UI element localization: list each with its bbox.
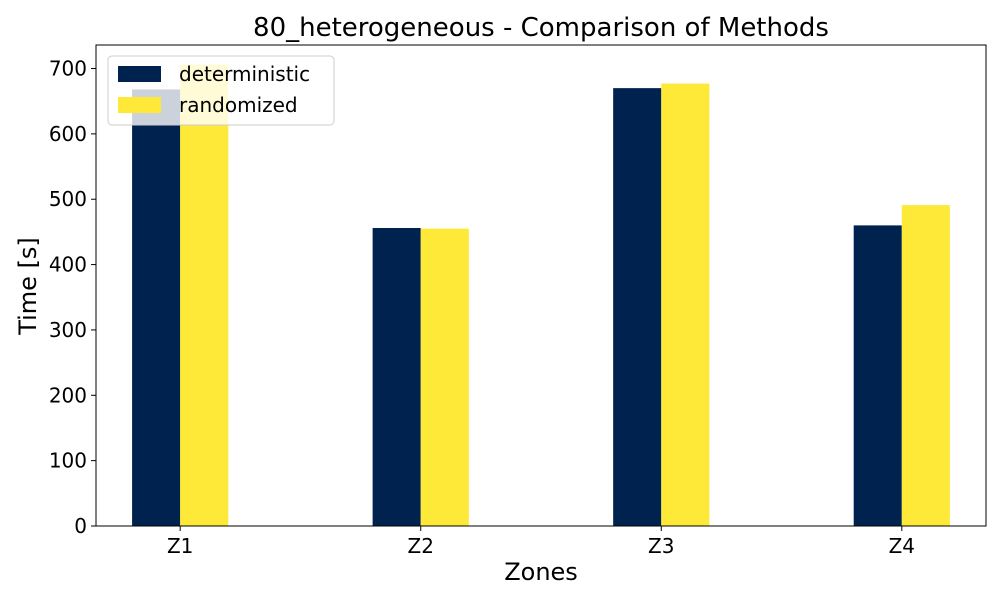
bar-randomized-z4: [901, 205, 950, 526]
chart-title: 80_heterogeneous - Comparison of Methods: [253, 13, 829, 43]
legend-swatch-deterministic: [118, 66, 161, 82]
y-axis-title: Time [s]: [14, 237, 42, 336]
bar-randomized-z1: [180, 64, 229, 527]
y-tick-label: 500: [49, 187, 87, 211]
axis-layer: 0 100 200 300 400 500 600 700 Z1 Z2 Z3 Z4: [49, 57, 915, 558]
x-tick-label: Z3: [648, 534, 674, 558]
bar-deterministic-z1: [132, 89, 181, 526]
y-tick-label: 700: [49, 57, 87, 81]
legend-label-randomized: randomized: [179, 93, 298, 117]
y-tick-label: 200: [49, 383, 87, 407]
legend-label-deterministic: deterministic: [179, 62, 310, 86]
bar-deterministic-z2: [372, 227, 421, 527]
plot-frame: [95, 44, 987, 527]
bars-layer: [132, 64, 950, 527]
legend-swatch-randomized: [118, 97, 161, 113]
bar-deterministic-z4: [853, 225, 902, 527]
bar-deterministic-z3: [613, 88, 662, 526]
y-tick-label: 400: [49, 253, 87, 277]
y-tick-label: 600: [49, 122, 87, 146]
legend: deterministic randomized: [107, 55, 335, 126]
bar-randomized-z2: [420, 228, 469, 526]
x-tick-label: Z4: [889, 534, 915, 558]
y-tick-label: 300: [49, 318, 87, 342]
y-tick-label: 0: [74, 514, 87, 538]
x-tick-label: Z1: [167, 534, 193, 558]
x-axis-title: Zones: [504, 558, 578, 586]
bar-randomized-z3: [661, 83, 710, 526]
legend-box: [107, 55, 335, 126]
y-tick-label: 100: [49, 449, 87, 473]
x-tick-label: Z2: [408, 534, 434, 558]
